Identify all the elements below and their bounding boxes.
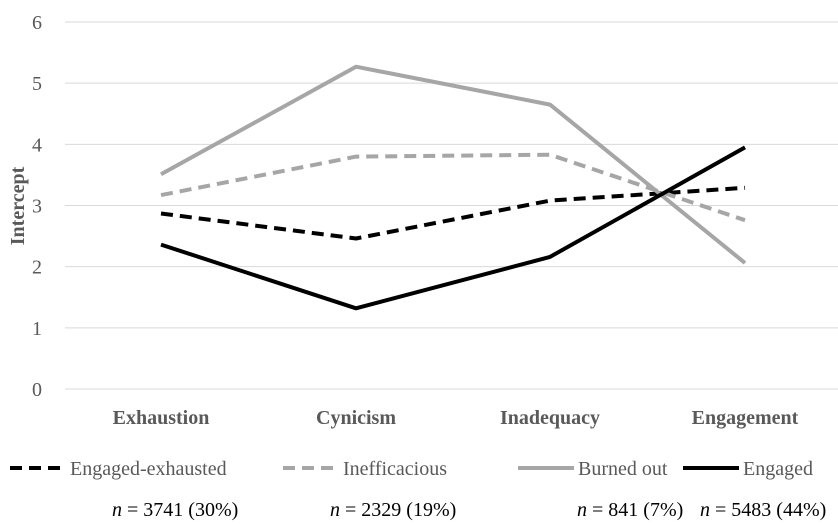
x-category-label: Exhaustion: [113, 407, 210, 429]
y-tick-label: 3: [32, 196, 42, 218]
y-tick-label: 1: [32, 318, 42, 340]
series-line: [160, 185, 746, 241]
y-tick-label: 6: [32, 12, 42, 34]
series-line: [160, 64, 747, 265]
y-tick-label: 0: [32, 379, 42, 401]
legend: Engaged-exhausted Inefficacious Burned out…: [10, 458, 813, 480]
series-lines: [160, 64, 747, 311]
y-axis-label: Intercept: [7, 166, 29, 245]
x-category-label: Engagement: [692, 407, 799, 429]
legend-label: Engaged: [743, 458, 813, 480]
y-tick-label: 2: [32, 257, 42, 279]
y-tick-label: 5: [32, 73, 42, 95]
gridlines: [65, 21, 838, 390]
legend-label: Burned out: [578, 458, 668, 480]
series-line: [160, 145, 746, 311]
y-tick-label: 4: [32, 134, 42, 156]
x-category-label: Inadequacy: [500, 407, 600, 429]
legend-label: Engaged-exhausted: [70, 458, 227, 480]
sample-size-labels: n = 3741 (30%) n = 2329 (19%) n = 841 (7%)…: [112, 499, 826, 521]
sample-size-label: n = 5483 (44%): [700, 499, 826, 521]
series-line: [160, 152, 746, 223]
sample-size-label: n = 841 (7%): [577, 499, 683, 521]
y-axis-ticks: 0 1 2 3 4 5 6: [32, 12, 42, 401]
x-category-label: Cynicism: [316, 407, 396, 429]
sample-size-label: n = 3741 (30%): [112, 499, 238, 521]
sample-size-label: n = 2329 (19%): [330, 499, 456, 521]
x-axis-categories: Exhaustion Cynicism Inadequacy Engagement: [113, 407, 799, 429]
legend-label: Inefficacious: [343, 458, 447, 480]
